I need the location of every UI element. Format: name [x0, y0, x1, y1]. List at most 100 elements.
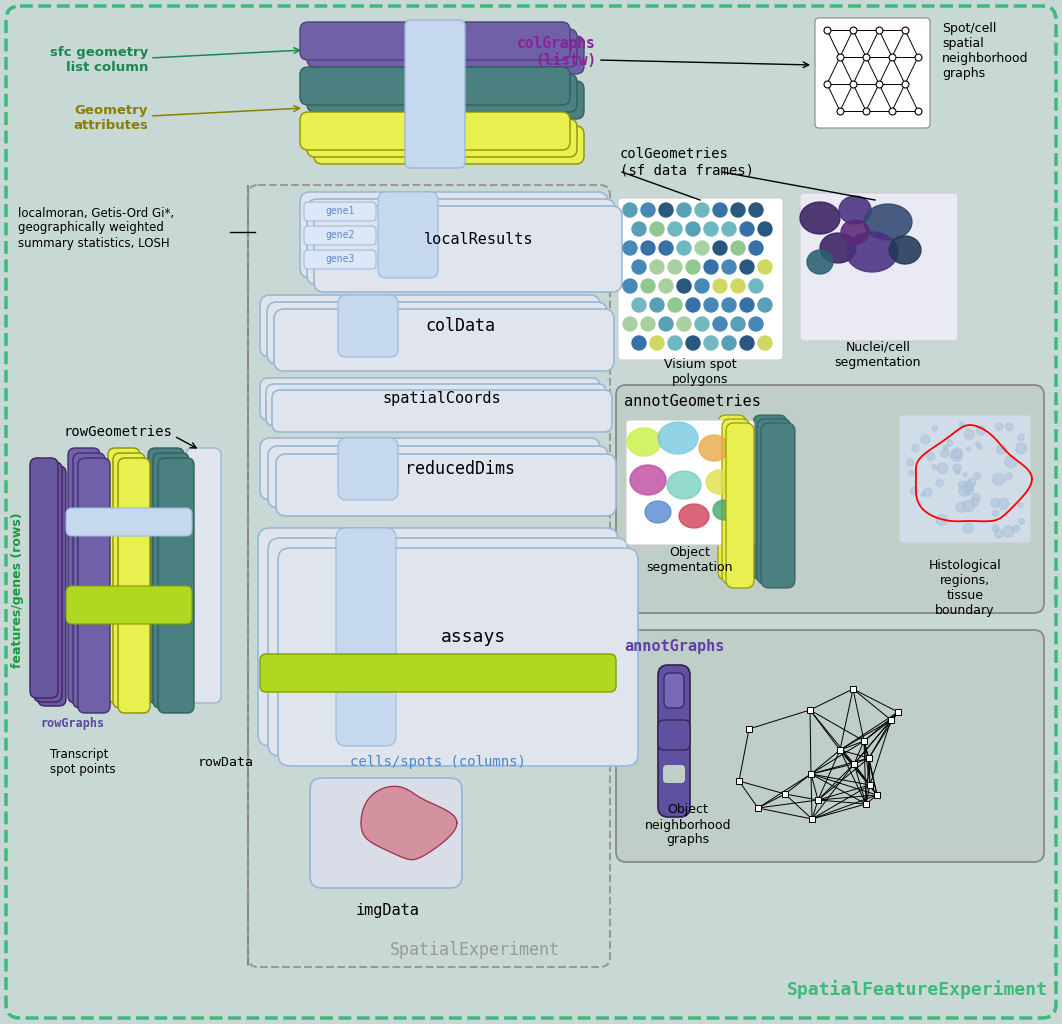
FancyBboxPatch shape [726, 423, 754, 588]
FancyBboxPatch shape [314, 126, 584, 164]
Circle shape [749, 317, 763, 331]
FancyBboxPatch shape [66, 586, 192, 624]
Circle shape [936, 479, 943, 486]
FancyBboxPatch shape [307, 74, 577, 112]
FancyBboxPatch shape [260, 378, 600, 420]
Polygon shape [645, 501, 671, 523]
FancyBboxPatch shape [378, 193, 438, 278]
Circle shape [937, 514, 947, 525]
Polygon shape [846, 232, 898, 272]
FancyBboxPatch shape [338, 295, 398, 357]
Text: reducedDims: reducedDims [405, 460, 515, 478]
Circle shape [722, 336, 736, 350]
FancyBboxPatch shape [260, 438, 600, 500]
FancyBboxPatch shape [338, 438, 398, 500]
Circle shape [650, 260, 664, 274]
Text: annotGraphs: annotGraphs [624, 639, 724, 653]
Circle shape [909, 470, 914, 476]
FancyBboxPatch shape [268, 446, 609, 508]
Circle shape [1017, 434, 1025, 440]
FancyBboxPatch shape [260, 295, 600, 357]
Text: colData: colData [425, 317, 495, 335]
Circle shape [632, 222, 646, 236]
Text: Object
neighborhood
graphs: Object neighborhood graphs [645, 804, 732, 847]
Text: assays: assays [441, 628, 506, 646]
FancyBboxPatch shape [800, 193, 958, 341]
FancyBboxPatch shape [616, 630, 1044, 862]
Circle shape [956, 502, 966, 512]
Circle shape [977, 426, 986, 435]
FancyBboxPatch shape [274, 309, 614, 371]
FancyBboxPatch shape [30, 458, 58, 698]
Circle shape [995, 423, 1004, 430]
FancyBboxPatch shape [314, 81, 584, 119]
Circle shape [731, 203, 746, 217]
FancyBboxPatch shape [304, 226, 376, 245]
Circle shape [963, 481, 974, 492]
Circle shape [964, 429, 974, 439]
Circle shape [749, 241, 763, 255]
Circle shape [946, 440, 953, 445]
Text: spatialCoords: spatialCoords [382, 391, 501, 407]
Circle shape [910, 486, 919, 495]
Circle shape [641, 203, 655, 217]
FancyBboxPatch shape [6, 6, 1056, 1018]
FancyBboxPatch shape [314, 36, 584, 74]
Circle shape [650, 336, 664, 350]
Circle shape [1005, 456, 1017, 468]
FancyBboxPatch shape [307, 119, 577, 157]
FancyBboxPatch shape [718, 415, 746, 580]
FancyBboxPatch shape [108, 449, 140, 703]
FancyBboxPatch shape [153, 453, 189, 708]
FancyBboxPatch shape [266, 384, 606, 426]
Circle shape [632, 298, 646, 312]
Circle shape [623, 203, 637, 217]
Circle shape [976, 442, 980, 446]
FancyBboxPatch shape [815, 18, 930, 128]
Circle shape [963, 485, 974, 495]
Text: localmoran, Getis-Ord Gi*,
geographically weighted
summary statistics, LOSH: localmoran, Getis-Ord Gi*, geographicall… [18, 207, 174, 250]
Circle shape [932, 426, 938, 431]
Text: gene3: gene3 [325, 255, 355, 264]
Text: colGraphs
(listw): colGraphs (listw) [517, 36, 596, 69]
Circle shape [731, 241, 746, 255]
Polygon shape [820, 233, 856, 263]
FancyBboxPatch shape [276, 454, 616, 516]
FancyBboxPatch shape [34, 462, 62, 702]
Circle shape [668, 336, 682, 350]
Polygon shape [658, 422, 698, 454]
FancyBboxPatch shape [299, 67, 570, 105]
FancyBboxPatch shape [68, 449, 100, 703]
Circle shape [686, 298, 700, 312]
Circle shape [686, 260, 700, 274]
Circle shape [641, 241, 655, 255]
Circle shape [992, 510, 998, 516]
Text: annotGeometries: annotGeometries [624, 393, 760, 409]
FancyBboxPatch shape [405, 20, 465, 168]
Circle shape [996, 444, 1006, 454]
Text: localResults: localResults [424, 231, 534, 247]
Circle shape [1003, 526, 1014, 537]
FancyBboxPatch shape [158, 458, 194, 713]
Circle shape [722, 260, 736, 274]
Text: SpatialFeatureExperiment: SpatialFeatureExperiment [787, 981, 1048, 999]
Circle shape [668, 222, 682, 236]
Circle shape [713, 317, 727, 331]
Circle shape [740, 222, 754, 236]
Circle shape [713, 241, 727, 255]
Circle shape [660, 203, 673, 217]
Circle shape [740, 260, 754, 274]
Circle shape [959, 485, 970, 497]
Circle shape [998, 499, 1009, 509]
Circle shape [972, 494, 980, 501]
Polygon shape [627, 428, 661, 456]
FancyBboxPatch shape [73, 453, 105, 708]
Circle shape [695, 317, 709, 331]
FancyBboxPatch shape [268, 538, 628, 756]
Circle shape [623, 241, 637, 255]
FancyBboxPatch shape [307, 29, 577, 67]
Circle shape [952, 449, 962, 459]
FancyBboxPatch shape [78, 458, 110, 713]
FancyBboxPatch shape [278, 548, 638, 766]
Circle shape [758, 260, 772, 274]
